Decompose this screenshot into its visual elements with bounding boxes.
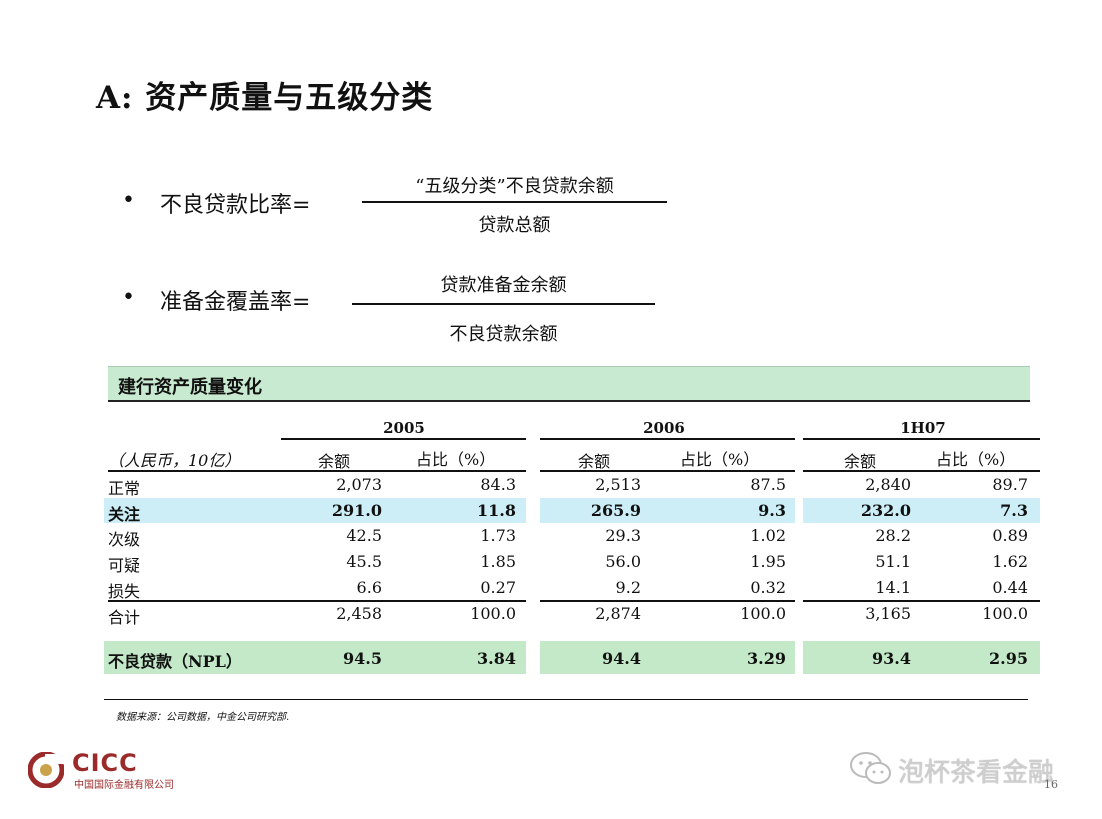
table-cell: 0.44: [992, 578, 1028, 597]
header-rule: [803, 438, 1040, 440]
table-cell: 93.4: [872, 649, 911, 668]
unit-label: （人民币，10亿）: [108, 451, 241, 470]
npl-ratio-numerator: “五级分类”不良贷款余额: [415, 176, 614, 197]
table-cell: 2,513: [595, 475, 641, 494]
cicc-logo-icon: [28, 752, 64, 788]
table-cell: 94.4: [602, 649, 641, 668]
col-amount-2006: 余额: [578, 452, 611, 471]
table-cell: 2,840: [865, 475, 911, 494]
table-cell: 87.5: [750, 475, 786, 494]
table-cell: 28.2: [875, 526, 911, 545]
table-cell: 100.0: [470, 604, 516, 623]
table-cell: 265.9: [590, 501, 641, 520]
header-rule: [281, 438, 526, 440]
row-label: 可疑: [108, 556, 141, 575]
table-cell: 1.85: [480, 552, 516, 571]
coverage-ratio-label: 准备金覆盖率=: [160, 290, 311, 315]
table-cell: 94.5: [343, 649, 382, 668]
col-ratio-1h07: 占比（%）: [936, 450, 1016, 469]
coverage-ratio-numerator: 贷款准备金余额: [440, 275, 567, 296]
table-cell: 1.02: [750, 526, 786, 545]
row-label: 正常: [108, 479, 141, 498]
npl-ratio-label: 不良贷款比率=: [160, 193, 311, 218]
table-cell: 6.6: [356, 578, 382, 597]
bullet: •: [122, 188, 135, 213]
section-header-bar: [108, 366, 1030, 402]
header-rule: [540, 438, 795, 440]
table-cell: 84.3: [480, 475, 516, 494]
year-header-2005: 2005: [383, 419, 425, 437]
col-ratio-2005: 占比（%）: [416, 450, 496, 469]
table-cell: 2,874: [595, 604, 641, 623]
table-cell: 42.5: [346, 526, 382, 545]
row-label: 次级: [108, 530, 141, 549]
npl-row-label: 不良贷款（NPL）: [108, 652, 242, 671]
table-cell: 9.2: [615, 578, 641, 597]
page-number: 16: [1044, 778, 1058, 791]
table-cell: 56.0: [605, 552, 641, 571]
table-cell: 1.73: [480, 526, 516, 545]
row-label: 合计: [108, 608, 141, 627]
table-cell: 45.5: [346, 552, 382, 571]
slide-title: A: 资产质量与五级分类: [96, 80, 434, 116]
fraction-line: [352, 303, 655, 305]
npl-ratio-denominator: 贷款总额: [478, 215, 551, 236]
row-label: 损失: [108, 582, 141, 601]
header-rule: [108, 470, 526, 472]
watermark-text: 泡杯茶看金融: [898, 758, 1055, 788]
row-label: 关注: [108, 505, 141, 524]
total-rule: [108, 600, 526, 602]
section-title: 建行资产质量变化: [118, 377, 262, 398]
table-cell: 89.7: [992, 475, 1028, 494]
table-cell: 1.62: [992, 552, 1028, 571]
table-cell: 11.8: [477, 501, 516, 520]
total-rule: [803, 600, 1040, 602]
col-ratio-2006: 占比（%）: [680, 450, 760, 469]
row-highlight: [803, 498, 1040, 523]
table-cell: 14.1: [875, 578, 911, 597]
wechat-icon: [850, 752, 891, 784]
table-cell: 51.1: [875, 552, 911, 571]
col-amount-1h07: 余额: [844, 452, 877, 471]
table-cell: 29.3: [605, 526, 641, 545]
table-cell: 1.95: [750, 552, 786, 571]
npl-row-highlight: [803, 641, 1040, 674]
table-cell: 9.3: [758, 501, 786, 520]
table-cell: 3,165: [865, 604, 911, 623]
table-cell: 232.0: [860, 501, 911, 520]
row-highlight: [540, 498, 795, 523]
coverage-ratio-denominator: 不良贷款余额: [449, 324, 558, 345]
table-cell: 100.0: [740, 604, 786, 623]
table-cell: 3.84: [477, 649, 516, 668]
bottom-rule: [104, 699, 1028, 700]
year-header-2006: 2006: [643, 419, 685, 437]
table-cell: 291.0: [331, 501, 382, 520]
header-rule: [540, 470, 795, 472]
logo-subtitle: 中国国际金融有限公司: [74, 780, 174, 791]
col-amount-2005: 余额: [318, 452, 351, 471]
total-rule: [540, 600, 795, 602]
table-cell: 7.3: [1000, 501, 1028, 520]
table-cell: 2.95: [989, 649, 1028, 668]
table-cell: 0.89: [992, 526, 1028, 545]
table-cell: 2,073: [336, 475, 382, 494]
npl-row-highlight: [104, 641, 526, 674]
table-cell: 2,458: [336, 604, 382, 623]
table-cell: 3.29: [747, 649, 786, 668]
bullet: •: [122, 285, 135, 310]
npl-row-highlight: [540, 641, 795, 674]
year-header-1h07: 1H07: [900, 419, 946, 437]
table-cell: 0.32: [750, 578, 786, 597]
fraction-line: [362, 201, 667, 203]
source-note: 数据来源：公司数据，中金公司研究部.: [116, 712, 290, 723]
logo-text: CICC: [72, 749, 138, 777]
table-cell: 100.0: [982, 604, 1028, 623]
table-cell: 0.27: [480, 578, 516, 597]
header-rule: [803, 470, 1040, 472]
row-highlight: [104, 498, 526, 523]
